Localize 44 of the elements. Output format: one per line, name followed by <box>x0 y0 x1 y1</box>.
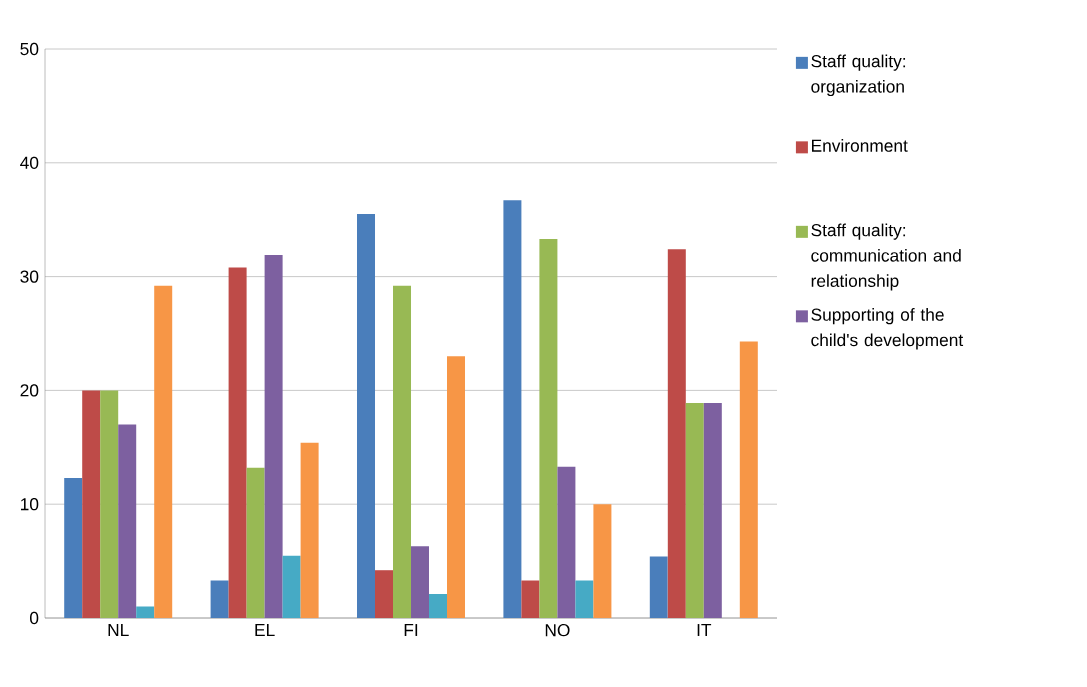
bar <box>503 200 522 618</box>
y-tick-label: 50 <box>20 42 39 56</box>
x-tick-label: FI <box>404 624 418 636</box>
bar <box>703 402 722 618</box>
bar <box>521 580 540 618</box>
bar <box>649 556 668 618</box>
legend-label: Staff quality: organization <box>811 54 906 97</box>
bar <box>118 424 137 618</box>
bar <box>357 214 375 618</box>
y-tick-label: 40 <box>20 156 39 169</box>
legend-label: Supporting of the child's development <box>811 308 964 350</box>
bar <box>82 390 101 618</box>
y-tick-label: 30 <box>20 270 39 283</box>
bar <box>429 594 448 618</box>
bar <box>557 466 576 618</box>
bar <box>100 390 119 618</box>
bar <box>667 249 686 618</box>
legend-label: Environment <box>812 139 908 152</box>
bar <box>264 254 283 618</box>
bar <box>210 580 229 618</box>
y-tick-label: 20 <box>20 384 39 397</box>
bar <box>246 467 265 618</box>
y-tick-label: 0 <box>29 611 39 625</box>
bar <box>300 442 319 618</box>
bar <box>282 555 301 618</box>
bar <box>393 285 412 618</box>
legend-label: Staff quality: communication and relationship <box>811 223 961 291</box>
bar <box>228 267 247 618</box>
bar <box>136 606 155 618</box>
bar <box>593 504 612 618</box>
bar <box>575 580 594 618</box>
bar <box>685 402 704 618</box>
bar <box>739 341 758 618</box>
x-tick-label: NO <box>545 624 570 637</box>
x-tick-label: NL <box>108 624 129 636</box>
x-tick-label: EL <box>255 624 275 636</box>
bar <box>375 570 393 618</box>
bar <box>447 356 466 618</box>
bar <box>154 285 173 618</box>
bar <box>539 239 558 618</box>
bar <box>411 546 430 618</box>
x-tick-label: IT <box>697 624 712 636</box>
y-tick-label: 10 <box>21 498 39 511</box>
bar <box>64 478 83 618</box>
